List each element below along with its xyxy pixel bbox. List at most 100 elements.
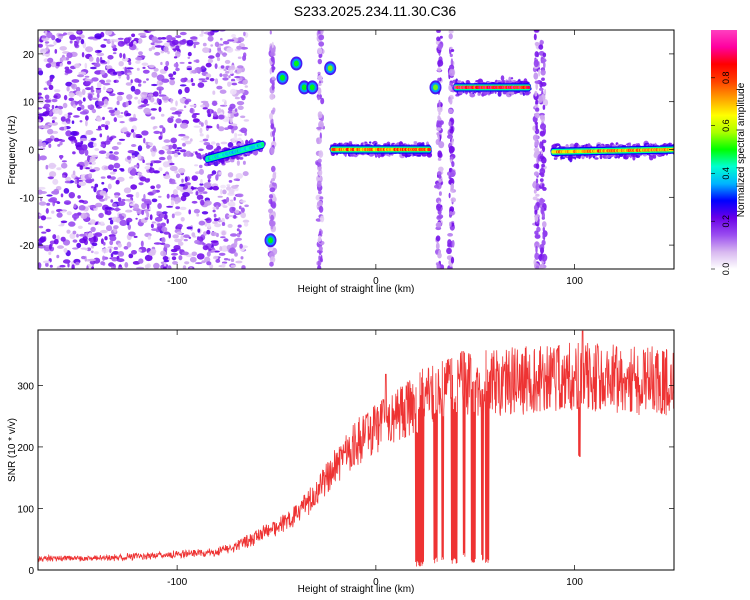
spectrogram-noise-cell: [117, 243, 122, 248]
spectrogram-column-cell: [435, 226, 442, 231]
spectrogram-column-cell: [448, 192, 451, 199]
spectrogram-noise-cell: [209, 186, 213, 190]
spectrogram-noise-cell: [158, 135, 163, 140]
spectrogram-noise-cell: [45, 217, 52, 220]
spectrogram-noise-cell: [142, 159, 145, 163]
spectrogram-noise-cell: [71, 79, 80, 83]
spectrogram-noise-cell: [179, 149, 187, 153]
spectrogram-noise-cell: [142, 80, 147, 84]
spectrogram-noise-cell: [128, 253, 134, 259]
spectrogram-noise-cell: [140, 240, 144, 247]
spectrogram-column-cell: [268, 208, 274, 214]
spectrogram-column-cell: [435, 235, 441, 242]
spectrogram-column-cell: [542, 226, 545, 232]
spectrogram-noise-cell: [238, 230, 242, 235]
spectrogram-noise-cell: [127, 150, 136, 154]
spectrogram-noise-cell: [113, 151, 119, 155]
spectrogram-noise-cell: [145, 141, 149, 146]
spectrogram-noise-cell: [105, 120, 111, 126]
spectrogram-column-cell: [541, 145, 546, 153]
spectrogram-column-cell: [533, 205, 538, 211]
spectrogram-noise-cell: [168, 144, 173, 150]
spectrogram-noise-cell: [171, 112, 178, 115]
spectrogram-noise-cell: [95, 117, 103, 122]
spectrogram-column-cell: [449, 98, 453, 105]
spectrogram-noise-cell: [148, 250, 156, 256]
spectrogram-noise-cell: [135, 60, 141, 64]
spectrogram-noise-cell: [169, 162, 175, 166]
spectrogram-noise-cell: [239, 157, 244, 160]
spectrogram-column-cell: [320, 97, 325, 105]
spectrogram-noise-cell: [230, 158, 235, 163]
spectrogram-noise-cell: [172, 261, 178, 265]
spectrogram-ridge-halo: [227, 142, 234, 148]
spectrogram-noise-cell: [214, 41, 220, 47]
spectrogram-noise-cell: [81, 88, 86, 96]
spectrogram-noise-cell: [204, 218, 211, 221]
spectrogram-noise-cell: [78, 233, 86, 237]
spectrogram-column-cell: [447, 134, 453, 139]
spectrogram-noise-cell: [109, 151, 113, 154]
spectrogram-noise-cell: [198, 220, 206, 226]
spectrogram-noise-cell: [157, 37, 163, 40]
spectrogram-noise-cell: [145, 112, 152, 115]
spectrogram-noise-cell: [215, 52, 221, 58]
spectrogram-noise-cell: [53, 40, 57, 46]
spectrogram-noise-cell: [121, 198, 126, 202]
spectrogram-noise-cell: [163, 173, 166, 176]
spectrogram-noise-cell: [227, 81, 232, 87]
spectrogram-noise-cell: [173, 153, 179, 158]
spectrogram-noise-cell: [243, 31, 246, 37]
spectrogram-noise-cell: [70, 131, 78, 136]
spectrogram-noise-cell: [133, 37, 139, 42]
spectrogram-noise-cell: [93, 62, 101, 68]
spectrogram-noise-cell: [73, 203, 77, 209]
spectrogram-noise-cell: [106, 135, 110, 142]
spectrogram-noise-cell: [56, 212, 63, 218]
spectrogram-ridge-halo: [340, 142, 343, 145]
spectrogram-noise-cell: [69, 34, 77, 41]
spectrogram-noise-cell: [154, 216, 163, 222]
spectrogram-noise-cell: [150, 116, 156, 120]
spectrogram-noise-cell: [238, 205, 242, 210]
spectrogram-column-cell: [439, 35, 443, 39]
spectrogram-noise-cell: [206, 125, 213, 129]
spectrogram-column-cell: [317, 265, 322, 269]
spectrogram-noise-cell: [161, 37, 167, 40]
spectrogram-column-cell: [438, 174, 442, 179]
spectrogram-noise-cell: [169, 79, 176, 86]
spectrogram-ridge-halo: [652, 154, 657, 159]
spectrogram-column-cell: [318, 205, 324, 213]
spectrogram-noise-cell: [99, 190, 107, 196]
spectrogram-column-cell: [316, 137, 322, 145]
spectrogram-noise-cell: [108, 262, 115, 267]
spectrogram-noise-cell: [86, 247, 92, 252]
spectrogram-noise-cell: [163, 65, 169, 71]
spectrogram-noise-cell: [96, 93, 100, 99]
spectrogram-noise-cell: [110, 199, 114, 203]
spectrogram-noise-cell: [174, 170, 178, 174]
spectrogram-noise-cell: [99, 198, 105, 202]
spectrogram-noise-cell: [180, 122, 188, 129]
spectrogram-noise-cell: [187, 51, 192, 57]
spectrogram-column-cell: [269, 187, 276, 193]
spectrogram-column-cell: [270, 147, 275, 155]
spectrogram-noise-cell: [148, 47, 153, 52]
spectrogram-noise-cell: [134, 96, 139, 100]
spectrogram-noise-cell: [163, 243, 171, 248]
spectrogram-noise-cell: [100, 229, 108, 234]
spectrogram-noise-cell: [122, 53, 126, 59]
spectrogram-noise-cell: [125, 101, 129, 107]
spectrogram-noise-cell: [161, 145, 169, 150]
spectrogram-noise-cell: [195, 59, 200, 63]
spectrogram-noise-cell: [175, 35, 182, 39]
spectrogram-noise-cell: [233, 214, 237, 219]
spectrogram-noise-cell: [59, 155, 63, 160]
spectrogram-noise-cell: [45, 63, 52, 68]
spectrogram-noise-cell: [191, 232, 196, 237]
spectrogram-column-cell: [540, 58, 547, 63]
spectrogram-noise-cell: [100, 44, 107, 48]
spectrogram-noise-cell: [88, 156, 96, 162]
spectrogram-noise-cell: [138, 182, 144, 186]
spectrogram-noise-cell: [62, 174, 66, 178]
